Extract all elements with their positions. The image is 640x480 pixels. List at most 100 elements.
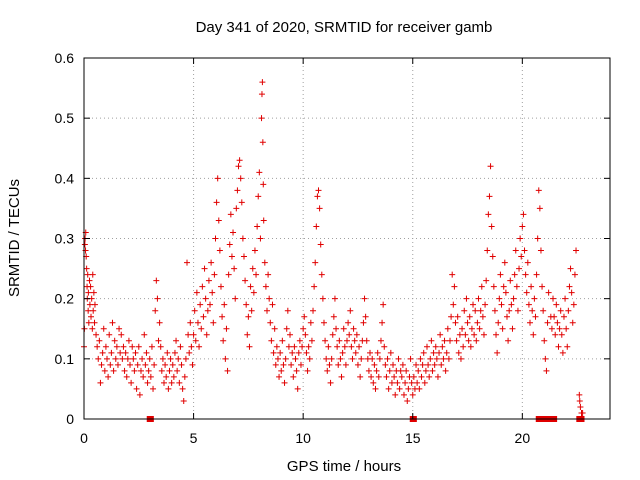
data-point xyxy=(213,199,220,206)
data-point xyxy=(124,355,131,362)
data-point xyxy=(240,253,247,260)
data-point xyxy=(216,247,223,254)
data-point xyxy=(570,301,577,308)
data-point xyxy=(132,349,139,356)
data-point xyxy=(559,349,566,356)
data-point xyxy=(131,367,138,374)
data-point xyxy=(90,289,97,296)
data-point xyxy=(303,349,310,356)
data-point xyxy=(83,265,90,272)
data-point xyxy=(109,319,116,326)
data-point xyxy=(426,373,433,380)
data-point xyxy=(399,361,406,368)
data-point xyxy=(365,367,372,374)
data-point xyxy=(488,223,495,230)
data-point xyxy=(434,373,441,380)
data-point xyxy=(362,313,369,320)
data-point xyxy=(199,283,206,290)
data-point xyxy=(178,361,185,368)
data-point xyxy=(266,295,273,302)
data-point xyxy=(110,367,117,374)
data-point xyxy=(202,295,209,302)
data-point xyxy=(169,361,176,368)
data-point xyxy=(431,361,438,368)
data-point xyxy=(317,241,324,248)
data-point xyxy=(282,355,289,362)
data-point xyxy=(374,349,381,356)
data-point xyxy=(529,307,536,314)
data-point xyxy=(209,289,216,296)
data-point xyxy=(498,301,505,308)
data-point xyxy=(478,283,485,290)
data-point xyxy=(429,367,436,374)
data-point xyxy=(244,331,251,338)
data-point xyxy=(432,343,439,350)
data-point xyxy=(185,331,192,338)
data-point xyxy=(369,355,376,362)
data-point xyxy=(134,361,141,368)
data-point xyxy=(466,313,473,320)
data-point xyxy=(204,307,211,314)
data-point xyxy=(568,289,575,296)
data-point xyxy=(425,361,432,368)
data-point xyxy=(87,283,94,290)
data-point xyxy=(444,325,451,332)
data-point xyxy=(522,271,529,278)
data-point xyxy=(505,337,512,344)
data-point xyxy=(363,337,370,344)
data-point xyxy=(259,79,266,86)
data-point xyxy=(415,367,422,374)
data-point xyxy=(338,373,345,380)
data-point xyxy=(129,343,136,350)
data-point xyxy=(323,355,330,362)
data-point xyxy=(421,379,428,386)
data-point xyxy=(250,289,257,296)
data-point xyxy=(528,283,535,290)
data-point xyxy=(499,325,506,332)
data-point xyxy=(255,193,262,200)
data-point xyxy=(579,409,586,416)
data-point xyxy=(265,271,272,278)
data-point xyxy=(190,331,197,338)
data-point xyxy=(223,325,230,332)
data-point xyxy=(214,175,221,182)
data-point xyxy=(154,295,161,302)
data-point xyxy=(527,319,534,326)
y-tick-labels: 0 0.1 0.2 0.3 0.4 0.5 0.6 xyxy=(55,50,75,427)
data-point xyxy=(347,307,354,314)
data-point xyxy=(173,337,180,344)
data-point xyxy=(375,373,382,380)
data-point xyxy=(521,247,528,254)
data-point xyxy=(239,235,246,242)
data-point xyxy=(315,187,322,194)
y-axis-label: SRMTID / TECUs xyxy=(6,179,23,297)
data-point xyxy=(217,283,224,290)
data-point xyxy=(459,325,466,332)
data-point xyxy=(454,313,461,320)
data-point xyxy=(405,385,412,392)
data-point xyxy=(443,349,450,356)
data-point xyxy=(537,247,544,254)
data-point xyxy=(278,367,285,374)
x-tick-label: 20 xyxy=(515,430,531,446)
data-point xyxy=(194,319,201,326)
data-point xyxy=(165,385,172,392)
data-point xyxy=(307,319,314,326)
data-point xyxy=(155,337,162,344)
data-point xyxy=(99,349,106,356)
data-point xyxy=(144,379,151,386)
data-point xyxy=(196,343,203,350)
data-point xyxy=(143,349,150,356)
data-point xyxy=(157,343,164,350)
y-tick-label: 0.4 xyxy=(55,170,75,186)
data-point xyxy=(259,139,266,146)
data-point xyxy=(159,355,166,362)
data-point xyxy=(325,343,332,350)
data-point xyxy=(502,289,509,296)
data-point xyxy=(116,325,123,332)
y-tick-label: 0.2 xyxy=(55,291,75,307)
data-point xyxy=(297,361,304,368)
data-point xyxy=(175,355,182,362)
data-point xyxy=(506,307,513,314)
data-point xyxy=(108,349,115,356)
